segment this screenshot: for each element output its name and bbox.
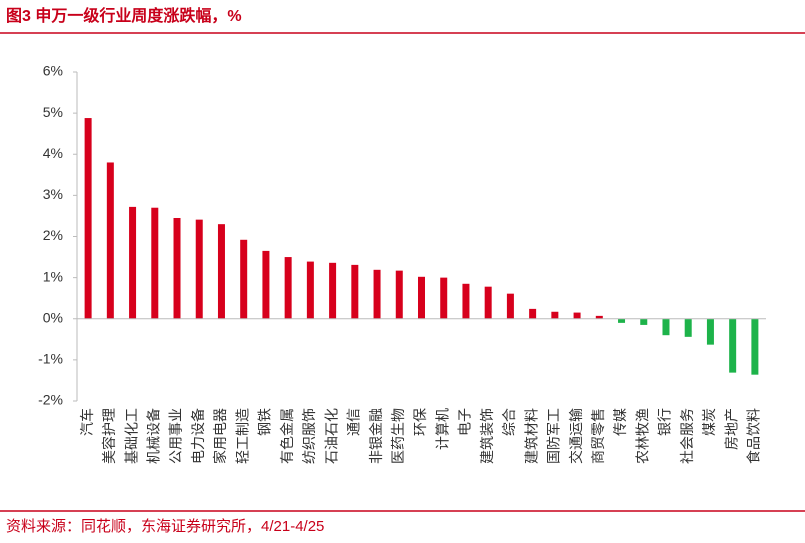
bar — [195, 219, 203, 319]
x-tick-label: 国防军工 — [546, 408, 562, 464]
bar — [595, 315, 603, 319]
bar — [351, 264, 359, 319]
y-tick-label: 4% — [43, 145, 63, 161]
bar — [751, 318, 759, 375]
bar — [151, 207, 159, 319]
x-tick-label: 食品饮料 — [746, 408, 762, 464]
bar — [640, 318, 648, 325]
x-tick-label: 电子 — [457, 408, 473, 436]
x-tick-label: 公用事业 — [168, 408, 184, 464]
x-tick-label: 建筑装饰 — [479, 408, 495, 464]
chart-title: 图3 申万一级行业周度涨跌幅，% — [6, 6, 242, 25]
y-tick-label: 6% — [43, 63, 63, 79]
y-tick-label: 5% — [43, 104, 63, 120]
bar — [573, 312, 581, 319]
bar — [395, 270, 403, 319]
bar — [84, 118, 92, 319]
bar — [217, 224, 225, 319]
x-tick-label: 钢铁 — [257, 408, 273, 436]
bar — [240, 239, 248, 319]
x-tick-label: 银行 — [657, 408, 673, 436]
bar — [418, 276, 425, 319]
x-tick-label: 非银金融 — [368, 408, 384, 464]
bar — [284, 257, 292, 319]
x-tick-label: 农林牧渔 — [634, 408, 650, 464]
y-tick-label: -2% — [38, 392, 63, 408]
x-tick-label: 通信 — [346, 408, 362, 436]
y-tick-label: -1% — [38, 351, 63, 367]
bar — [173, 217, 181, 319]
y-tick-label: 0% — [43, 309, 63, 325]
bar — [440, 277, 448, 319]
x-tick-label: 轻工制造 — [234, 408, 250, 464]
x-tick-label: 社会服务 — [679, 408, 695, 464]
x-tick-label: 机械设备 — [145, 408, 161, 464]
x-tick-label: 电力设备 — [190, 408, 206, 464]
x-tick-label: 煤炭 — [701, 408, 717, 436]
x-tick-label: 石油石化 — [323, 408, 339, 464]
x-tick-label: 基础化工 — [123, 408, 139, 464]
bar — [706, 318, 714, 345]
y-tick-label: 2% — [43, 227, 63, 243]
x-tick-label: 商贸零售 — [590, 408, 606, 464]
x-tick-label: 医药生物 — [390, 408, 406, 464]
bar — [329, 262, 337, 319]
x-tick-label: 有色金属 — [279, 408, 295, 464]
bar — [551, 311, 559, 319]
bar — [373, 269, 381, 319]
bar — [106, 162, 114, 319]
y-tick-label: 3% — [43, 186, 63, 202]
x-tick-label: 综合 — [501, 408, 517, 436]
bar — [129, 206, 137, 319]
x-tick-label: 美容护理 — [101, 408, 117, 464]
bar — [618, 318, 626, 323]
bar — [462, 283, 470, 319]
y-tick-label: 1% — [43, 268, 63, 284]
x-tick-label: 汽车 — [79, 408, 95, 436]
x-tick-label: 纺织服饰 — [301, 408, 317, 464]
x-tick-label: 房地产 — [723, 408, 739, 450]
bar — [306, 261, 314, 319]
x-tick-label: 交通运输 — [568, 408, 584, 464]
source-note: 资料来源：同花顺，东海证券研究所，4/21-4/25 — [6, 518, 324, 535]
x-tick-label: 环保 — [412, 408, 428, 436]
bar — [729, 318, 737, 373]
bar — [506, 293, 514, 319]
bar — [262, 250, 270, 319]
bar — [484, 286, 492, 319]
x-tick-label: 建筑材料 — [523, 408, 539, 464]
x-tick-label: 计算机 — [434, 408, 450, 450]
bar — [662, 318, 670, 336]
bar — [529, 308, 537, 319]
bar — [684, 318, 692, 337]
x-tick-label: 传媒 — [612, 408, 628, 436]
x-tick-label: 家用电器 — [212, 408, 228, 464]
